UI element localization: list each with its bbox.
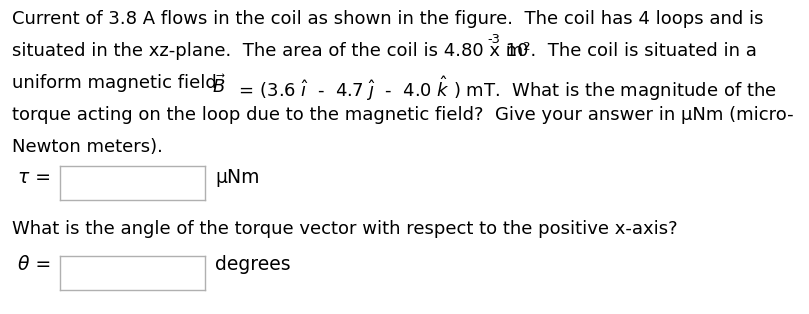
Text: = (3.6 $\hat{\imath}$  -  4.7 $\hat{\jmath}$  -  4.0 $\hat{k}$ ) mT.  What is th: = (3.6 $\hat{\imath}$ - 4.7 $\hat{\jmath… bbox=[233, 74, 777, 103]
Text: situated in the xz-plane.  The area of the coil is 4.80 x 10: situated in the xz-plane. The area of th… bbox=[12, 42, 528, 60]
Text: uniform magnetic field: uniform magnetic field bbox=[12, 74, 222, 92]
Text: Current of 3.8 A flows in the coil as shown in the figure.  The coil has 4 loops: Current of 3.8 A flows in the coil as sh… bbox=[12, 10, 764, 28]
Text: degrees: degrees bbox=[215, 255, 290, 274]
Text: Newton meters).: Newton meters). bbox=[12, 138, 163, 156]
Text: torque acting on the loop due to the magnetic field?  Give your answer in μNm (m: torque acting on the loop due to the mag… bbox=[12, 106, 794, 124]
Text: μNm: μNm bbox=[215, 168, 260, 187]
Text: m².  The coil is situated in a: m². The coil is situated in a bbox=[500, 42, 757, 60]
Text: τ =: τ = bbox=[18, 168, 51, 187]
Text: θ =: θ = bbox=[18, 255, 51, 274]
Text: $\vec{B}$: $\vec{B}$ bbox=[212, 74, 226, 97]
Text: What is the angle of the torque vector with respect to the positive x-axis?: What is the angle of the torque vector w… bbox=[12, 220, 678, 238]
Text: -3: -3 bbox=[487, 33, 500, 46]
